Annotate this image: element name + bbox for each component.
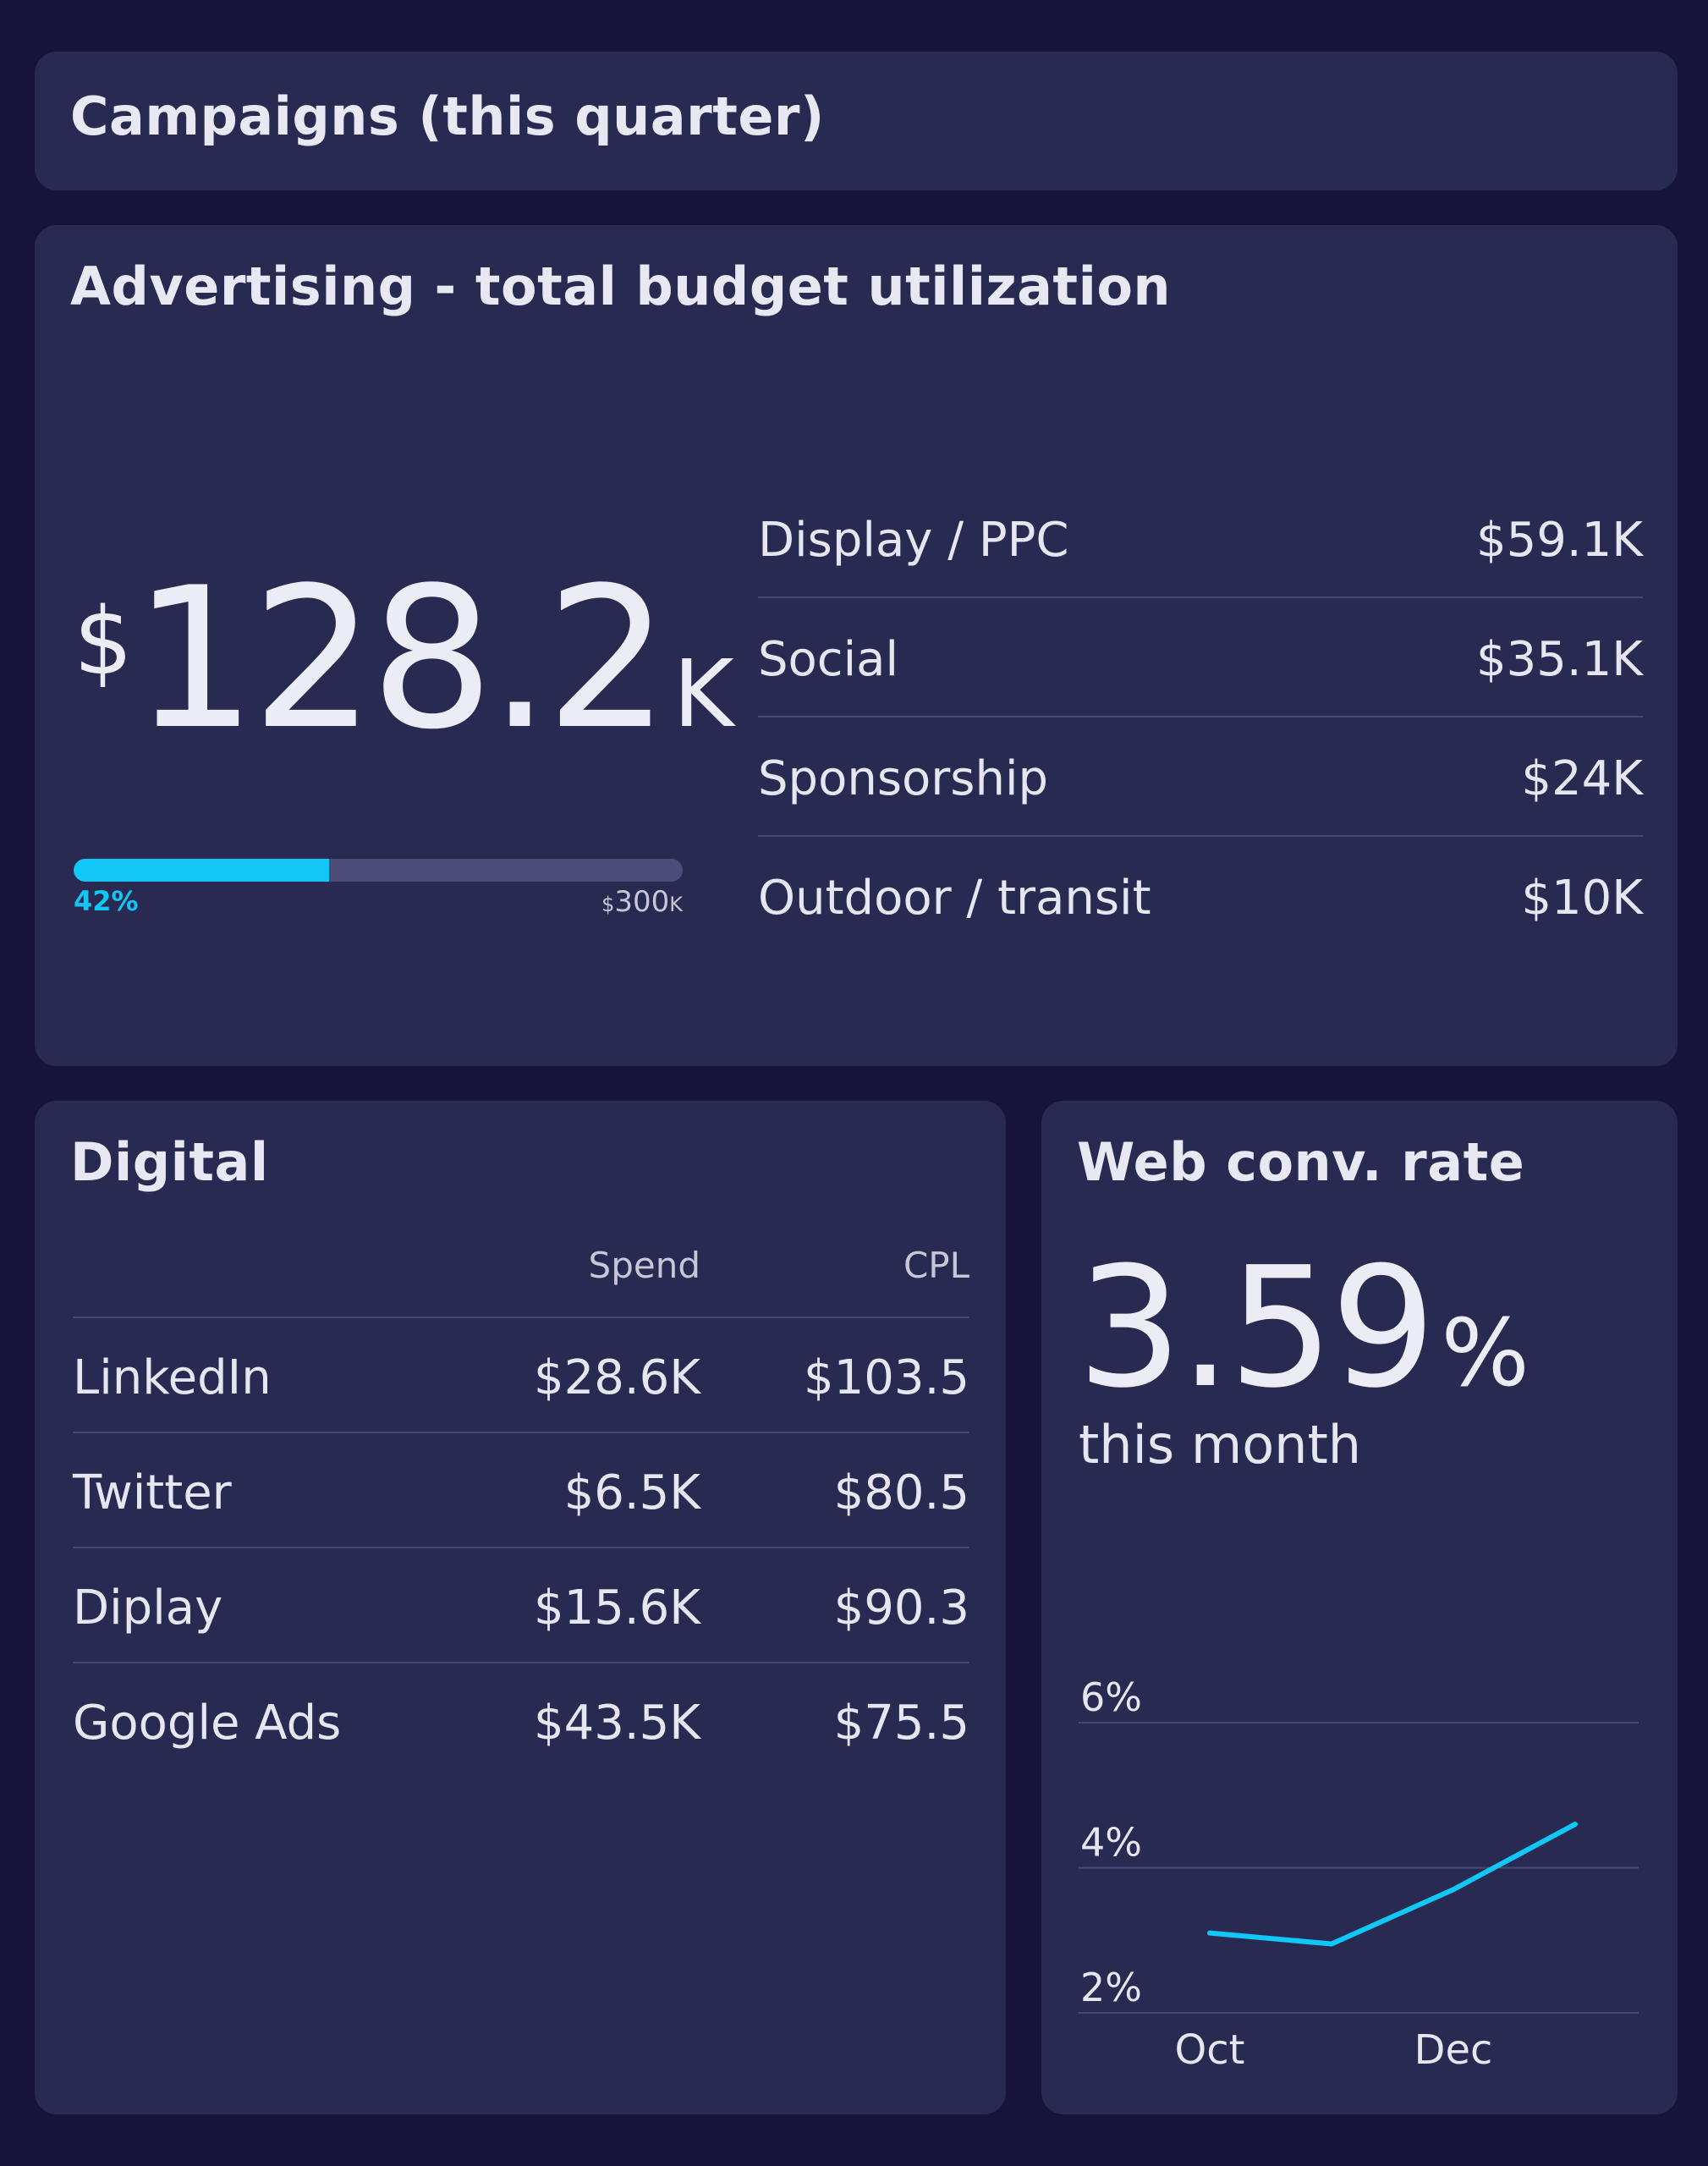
- conversion-rate-subtitle: this month: [1079, 1414, 1362, 1476]
- table-row: Diplay $15.6K $90.3: [73, 1548, 969, 1663]
- table-row: Twitter $6.5K $80.5: [73, 1433, 969, 1548]
- table-row: LinkedIn $28.6K $103.5: [73, 1318, 969, 1433]
- channel-name: Twitter: [73, 1465, 232, 1520]
- breakdown-label: Sponsorship: [758, 751, 1049, 806]
- advertising-title: Advertising - total budget utilization: [70, 256, 1172, 317]
- channel-name: Google Ads: [73, 1696, 342, 1751]
- header-card: Campaigns (this quarter): [35, 52, 1678, 190]
- list-item: Social $35.1K: [758, 598, 1643, 717]
- list-item: Display / PPC $59.1K: [758, 479, 1643, 598]
- column-header-cpl: CPL: [903, 1245, 969, 1286]
- conversion-rate-number: 3.59: [1077, 1232, 1436, 1425]
- channel-name: LinkedIn: [73, 1350, 272, 1405]
- series-line: [1207, 1822, 1578, 1947]
- total-currency: $: [74, 587, 133, 695]
- total-amount: 128.2: [133, 547, 669, 772]
- budget-breakdown-list: Display / PPC $59.1K Social $35.1K Spons…: [758, 479, 1643, 956]
- list-item: Outdoor / transit $10K: [758, 837, 1643, 956]
- column-header-spend: Spend: [588, 1245, 700, 1286]
- breakdown-value: $59.1K: [1475, 513, 1643, 568]
- digital-title: Digital: [70, 1131, 269, 1193]
- breakdown-value: $24K: [1521, 751, 1643, 806]
- conversion-rate-value: 3.59%: [1077, 1232, 1530, 1425]
- channel-spend: $28.6K: [533, 1350, 700, 1405]
- channel-cpl: $80.5: [833, 1465, 969, 1520]
- digital-card: Digital Spend CPL LinkedIn $28.6K $103.5…: [35, 1101, 1006, 2114]
- channel-spend: $15.6K: [533, 1581, 700, 1635]
- web-conversion-card: Web conv. rate 3.59% this month 6% 4% 2% Oc…: [1041, 1101, 1678, 2114]
- max-unit: K: [669, 893, 683, 916]
- x-tick-label: Oct: [1175, 2026, 1245, 2074]
- x-tick-label: Dec: [1414, 2026, 1493, 2074]
- breakdown-label: Display / PPC: [758, 513, 1069, 568]
- total-budget-value: $128.2K: [74, 547, 734, 772]
- channel-cpl: $75.5: [833, 1696, 969, 1751]
- channel-spend: $6.5K: [563, 1465, 700, 1520]
- digital-table: Spend CPL LinkedIn $28.6K $103.5 Twitter…: [73, 1228, 969, 1778]
- y-tick-label: 4%: [1080, 1820, 1142, 1866]
- total-unit: K: [673, 640, 734, 748]
- budget-progress-fill: [74, 859, 330, 882]
- conversion-line-chart: 6% 4% 2% Oct Dec: [1079, 1674, 1639, 2074]
- budget-progress-percent: 42%: [74, 885, 139, 917]
- breakdown-value: $10K: [1521, 871, 1643, 926]
- channel-spend: $43.5K: [533, 1696, 700, 1751]
- page-title: Campaigns (this quarter): [70, 85, 825, 147]
- web-conversion-title: Web conv. rate: [1077, 1131, 1525, 1193]
- table-row: Google Ads $43.5K $75.5: [73, 1663, 969, 1778]
- table-header: Spend CPL: [73, 1228, 969, 1318]
- y-tick-label: 6%: [1080, 1674, 1142, 1720]
- budget-progress-max: $300K: [593, 885, 683, 919]
- advertising-card: Advertising - total budget utilization $…: [35, 225, 1678, 1066]
- conversion-rate-unit: %: [1441, 1299, 1530, 1407]
- channel-name: Diplay: [73, 1581, 223, 1635]
- max-currency: $: [601, 893, 615, 916]
- breakdown-label: Outdoor / transit: [758, 871, 1151, 926]
- channel-cpl: $90.3: [833, 1581, 969, 1635]
- breakdown-value: $35.1K: [1475, 632, 1643, 687]
- channel-cpl: $103.5: [804, 1350, 969, 1405]
- budget-progress-bar: [74, 859, 683, 882]
- y-tick-label: 2%: [1080, 1965, 1142, 2010]
- breakdown-label: Social: [758, 632, 899, 687]
- list-item: Sponsorship $24K: [758, 717, 1643, 837]
- max-amount: 300: [614, 885, 670, 919]
